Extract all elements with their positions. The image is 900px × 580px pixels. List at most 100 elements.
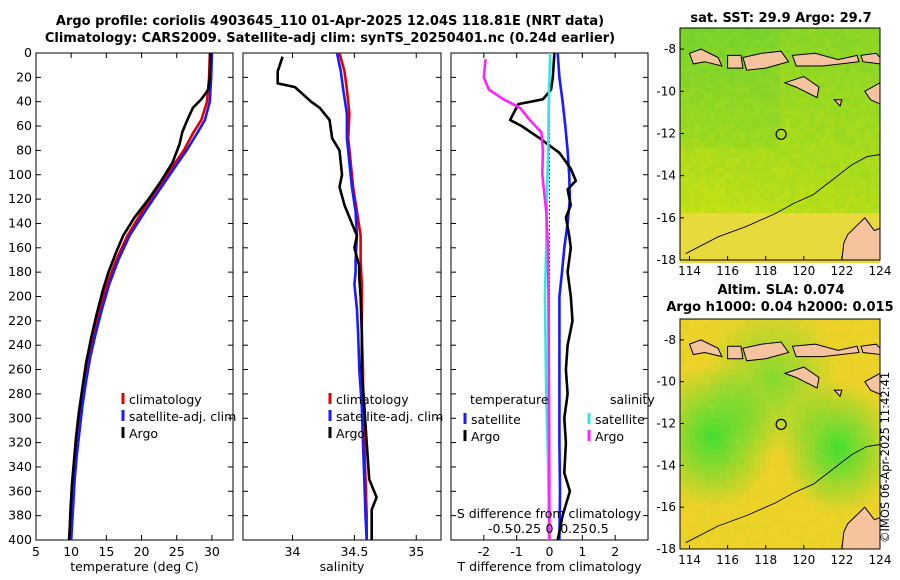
map-cell — [775, 424, 780, 429]
map-cell — [835, 238, 840, 243]
map-cell — [685, 479, 690, 484]
map-cell — [700, 449, 705, 454]
map-cell — [735, 499, 740, 504]
map-cell — [780, 534, 785, 539]
map-cell — [805, 534, 810, 539]
map-cell — [720, 504, 725, 509]
map-cell — [860, 469, 865, 474]
map-cell — [860, 178, 865, 183]
map-cell — [720, 344, 725, 349]
map-cell — [770, 544, 775, 549]
map-cell — [795, 93, 800, 98]
map-cell — [870, 359, 875, 364]
map-cell — [735, 419, 740, 424]
map-cell — [795, 379, 800, 384]
map-cell — [810, 464, 815, 469]
map-cell — [825, 489, 830, 494]
map-cell — [710, 354, 715, 359]
map-cell — [720, 83, 725, 88]
map-cell — [810, 238, 815, 243]
map-cell — [685, 238, 690, 243]
map-cell — [710, 374, 715, 379]
map-cell — [770, 489, 775, 494]
x-axis-label-salinity: salinity — [320, 559, 365, 574]
map-cell — [835, 484, 840, 489]
map-cell — [855, 93, 860, 98]
map-cell — [690, 168, 695, 173]
map-cell — [790, 494, 795, 499]
map-cell — [740, 384, 745, 389]
map-cell — [835, 183, 840, 188]
map-cell — [715, 218, 720, 223]
map-cell — [875, 509, 880, 514]
map-cell — [845, 404, 850, 409]
map-cell — [770, 369, 775, 374]
y-tick-label: 120 — [8, 191, 32, 206]
map-cell — [720, 53, 725, 58]
map-cell — [685, 344, 690, 349]
map-cell — [845, 419, 850, 424]
map-cell — [850, 168, 855, 173]
map-cell — [820, 153, 825, 158]
map-cell — [770, 113, 775, 118]
map-cell — [790, 489, 795, 494]
map-cell — [840, 198, 845, 203]
map-cell — [680, 409, 685, 414]
map-cell — [815, 434, 820, 439]
map-cell — [785, 434, 790, 439]
x-tick-label-difference: -2 — [478, 544, 490, 559]
map-cell — [680, 73, 685, 78]
map-cell — [790, 48, 795, 53]
map-cell — [835, 123, 840, 128]
map-cell — [790, 409, 795, 414]
map-cell — [785, 223, 790, 228]
map-cell — [785, 138, 790, 143]
map-cell — [805, 223, 810, 228]
map-cell — [795, 364, 800, 369]
map-cell — [750, 509, 755, 514]
map-cell — [840, 193, 845, 198]
map-cell — [700, 529, 705, 534]
map-cell — [775, 103, 780, 108]
map-cell — [715, 334, 720, 339]
map-cell — [850, 399, 855, 404]
map-cell — [700, 83, 705, 88]
map-cell — [690, 198, 695, 203]
map-cell — [820, 218, 825, 223]
map-cell — [775, 158, 780, 163]
map-cell — [685, 434, 690, 439]
map-cell — [820, 133, 825, 138]
map-cell — [875, 399, 880, 404]
map-cell — [850, 469, 855, 474]
map-cell — [735, 364, 740, 369]
map-cell — [800, 429, 805, 434]
map-cell — [765, 389, 770, 394]
map-cell — [860, 208, 865, 213]
map-cell — [855, 113, 860, 118]
map-cell — [790, 213, 795, 218]
map-cell — [735, 118, 740, 123]
map-cell — [825, 449, 830, 454]
map-cell — [795, 474, 800, 479]
map-cell — [775, 324, 780, 329]
map-cell — [690, 369, 695, 374]
map-cell — [760, 203, 765, 208]
map-cell — [745, 444, 750, 449]
map-cell — [715, 93, 720, 98]
map-cell — [860, 93, 865, 98]
map-cell — [805, 384, 810, 389]
map-cell — [695, 504, 700, 509]
map-cell — [730, 449, 735, 454]
map-land-7 — [833, 389, 843, 398]
map-cell — [705, 439, 710, 444]
map-cell — [850, 359, 855, 364]
map-cell — [835, 143, 840, 148]
map-cell — [715, 108, 720, 113]
map-cell — [695, 208, 700, 213]
map-cell — [820, 469, 825, 474]
map-cell — [725, 88, 730, 93]
map-cell — [685, 188, 690, 193]
map-cell — [780, 68, 785, 73]
map-cell — [840, 424, 845, 429]
map-cell — [835, 499, 840, 504]
